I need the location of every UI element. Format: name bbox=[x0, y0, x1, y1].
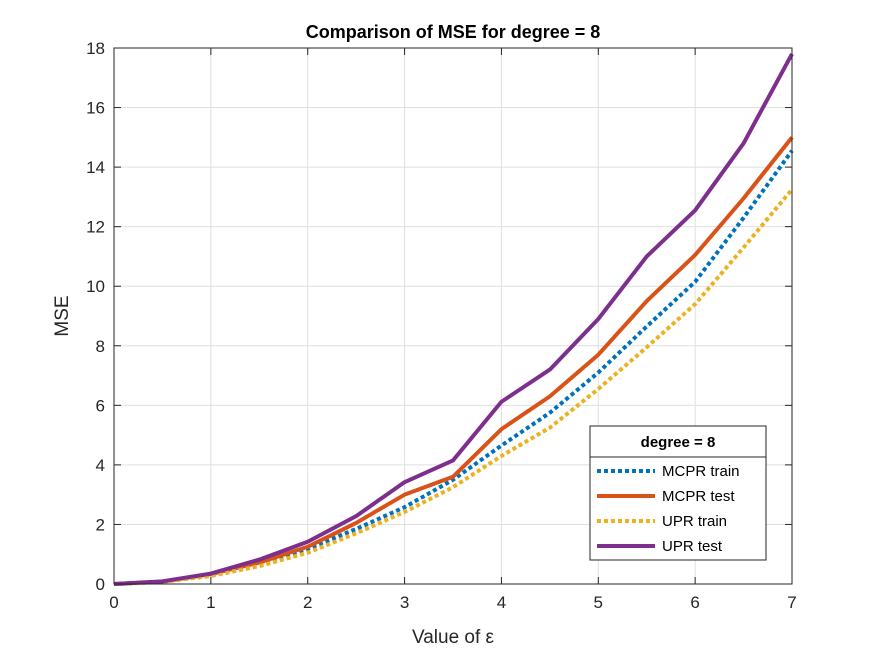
y-tick-label: 0 bbox=[96, 575, 105, 594]
legend-title: degree = 8 bbox=[641, 434, 716, 451]
legend-label-3: UPR train bbox=[662, 513, 727, 530]
x-tick-label: 2 bbox=[303, 593, 312, 612]
legend-label-2: MCPR test bbox=[662, 488, 735, 505]
series-line-3 bbox=[113, 188, 794, 586]
y-tick-label: 10 bbox=[86, 277, 105, 296]
x-tick-label: 5 bbox=[594, 593, 603, 612]
x-tick-label: 7 bbox=[787, 593, 796, 612]
y-tick-label: 12 bbox=[86, 218, 105, 237]
legend-label-1: MCPR train bbox=[662, 463, 740, 480]
series-lines bbox=[113, 53, 794, 586]
y-tick-label: 4 bbox=[96, 456, 105, 475]
x-tick-label: 0 bbox=[109, 593, 118, 612]
x-tick-label: 4 bbox=[497, 593, 506, 612]
chart-title: Comparison of MSE for degree = 8 bbox=[306, 22, 601, 42]
x-tick-label: 1 bbox=[206, 593, 215, 612]
y-tick-label: 16 bbox=[86, 99, 105, 118]
x-tick-label: 3 bbox=[400, 593, 409, 612]
y-tick-label: 8 bbox=[96, 337, 105, 356]
axes bbox=[113, 47, 793, 585]
y-tick-label: 6 bbox=[96, 396, 105, 415]
x-axis-label: Value of ε bbox=[412, 627, 495, 648]
series-line-4 bbox=[113, 53, 794, 586]
legend-label-4: UPR test bbox=[662, 538, 723, 555]
y-tick-label: 18 bbox=[86, 39, 105, 58]
y-axis-label: MSE bbox=[52, 295, 73, 336]
axes-box bbox=[113, 47, 793, 585]
legend-box bbox=[589, 425, 767, 561]
y-tick-label: 14 bbox=[86, 158, 105, 177]
legend: degree = 8 MCPR train MCPR test UPR train UP… bbox=[589, 425, 767, 561]
x-tick-label: 6 bbox=[690, 593, 699, 612]
y-tick-label: 2 bbox=[96, 515, 105, 534]
